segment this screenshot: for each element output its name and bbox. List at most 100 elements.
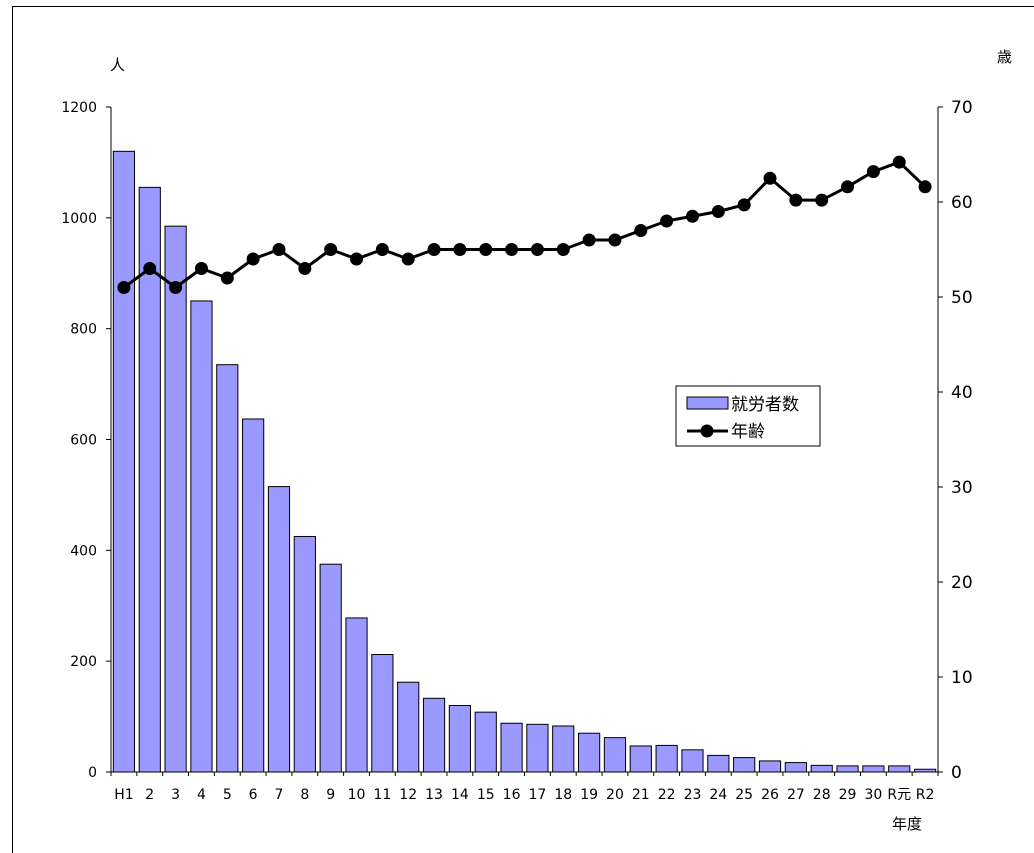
left-tick-label: 0 <box>88 765 97 781</box>
left-tick-label: 200 <box>70 654 97 670</box>
left-axis-unit: 人 <box>110 56 125 74</box>
bar <box>422 697 446 773</box>
age-marker <box>427 243 441 256</box>
x-tick-label: 6 <box>249 787 258 803</box>
x-tick-label: R2 <box>916 787 935 803</box>
age-marker <box>143 262 157 275</box>
age-marker <box>685 209 699 223</box>
x-tick-label: 14 <box>451 787 469 803</box>
x-tick-label: 8 <box>300 787 309 803</box>
left-tick-label: 1000 <box>61 211 97 227</box>
bar <box>733 757 756 773</box>
bar <box>500 722 523 773</box>
age-marker <box>117 281 131 294</box>
x-tick-label: 4 <box>197 787 206 803</box>
bar <box>474 711 497 773</box>
x-tick-label: H1 <box>114 787 133 803</box>
bars-layer <box>112 150 937 773</box>
bar <box>526 723 549 773</box>
legend-bar-swatch <box>686 396 729 410</box>
line-layer <box>117 155 932 294</box>
age-marker <box>815 193 829 207</box>
right-tick-label: 20 <box>951 573 973 593</box>
right-axis-unit: 歳 <box>997 48 1012 66</box>
age-marker <box>401 252 415 266</box>
bar <box>552 725 575 773</box>
legend-line-marker <box>700 424 714 438</box>
x-tick-label: 22 <box>658 787 676 803</box>
age-marker <box>737 198 751 212</box>
left-tick-label: 800 <box>70 322 97 338</box>
x-tick-label: 21 <box>632 787 650 803</box>
age-marker <box>789 193 803 207</box>
bar <box>758 760 782 773</box>
age-marker <box>660 214 674 228</box>
legend-bar-label: 就労者数 <box>731 395 799 415</box>
bar <box>707 754 730 773</box>
age-marker <box>194 262 208 275</box>
left-tick-label: 400 <box>70 543 97 559</box>
bar <box>371 654 394 773</box>
x-tick-label: 25 <box>735 787 753 803</box>
legend: 就労者数 年齢 <box>675 385 821 447</box>
x-tick-label: 15 <box>477 787 495 803</box>
age-marker <box>763 171 777 185</box>
left-tick-label: 600 <box>70 433 97 449</box>
age-marker <box>453 243 467 256</box>
right-tick-label: 10 <box>951 668 973 688</box>
age-marker <box>556 243 570 256</box>
x-tick-label: 30 <box>864 787 882 803</box>
x-tick-label: 12 <box>399 787 417 803</box>
age-marker <box>582 233 596 247</box>
age-marker <box>169 281 183 294</box>
x-tick-label: R元 <box>887 787 911 803</box>
bar <box>810 764 833 773</box>
legend-line-label: 年齢 <box>731 422 765 442</box>
x-tick-label: 26 <box>761 787 779 803</box>
x-tick-label: 11 <box>373 787 391 803</box>
age-marker <box>918 180 932 194</box>
bar <box>578 732 601 773</box>
x-tick-label: 10 <box>348 787 366 803</box>
x-tick-label: 2 <box>145 787 154 803</box>
age-marker <box>634 224 648 237</box>
age-marker <box>375 243 389 256</box>
age-marker <box>272 243 286 256</box>
x-axis-label: 年度 <box>892 815 922 833</box>
bar <box>112 150 136 773</box>
x-tick-label: 13 <box>425 787 443 803</box>
x-tick-label: 7 <box>275 787 284 803</box>
right-tick-label: 40 <box>951 383 973 403</box>
bar <box>862 765 885 773</box>
x-tick-label: 17 <box>529 787 547 803</box>
bar <box>629 745 652 773</box>
right-tick-label: 0 <box>951 763 962 783</box>
age-marker <box>479 243 493 256</box>
age-marker <box>608 233 622 247</box>
legend-box <box>675 385 821 447</box>
bar <box>267 486 291 773</box>
bar <box>655 744 678 773</box>
bar <box>164 225 187 773</box>
x-tick-label: 19 <box>580 787 598 803</box>
age-marker <box>350 252 364 266</box>
x-tick-label: 9 <box>326 787 335 803</box>
left-tick-label: 1200 <box>61 100 97 116</box>
age-marker <box>841 180 855 194</box>
x-tick-label: 24 <box>709 787 727 803</box>
age-line <box>123 160 927 289</box>
right-tick-label: 30 <box>951 478 973 498</box>
x-tick-label: 18 <box>554 787 572 803</box>
x-tick-label: 20 <box>606 787 624 803</box>
bar <box>345 617 368 773</box>
bar <box>190 300 213 773</box>
x-tick-label: 28 <box>813 787 831 803</box>
axes-layer <box>106 106 943 776</box>
bar <box>448 705 471 773</box>
bar <box>397 681 420 773</box>
bar <box>293 535 316 773</box>
x-tick-label: 16 <box>503 787 521 803</box>
bar <box>681 749 704 773</box>
age-marker <box>505 243 519 256</box>
